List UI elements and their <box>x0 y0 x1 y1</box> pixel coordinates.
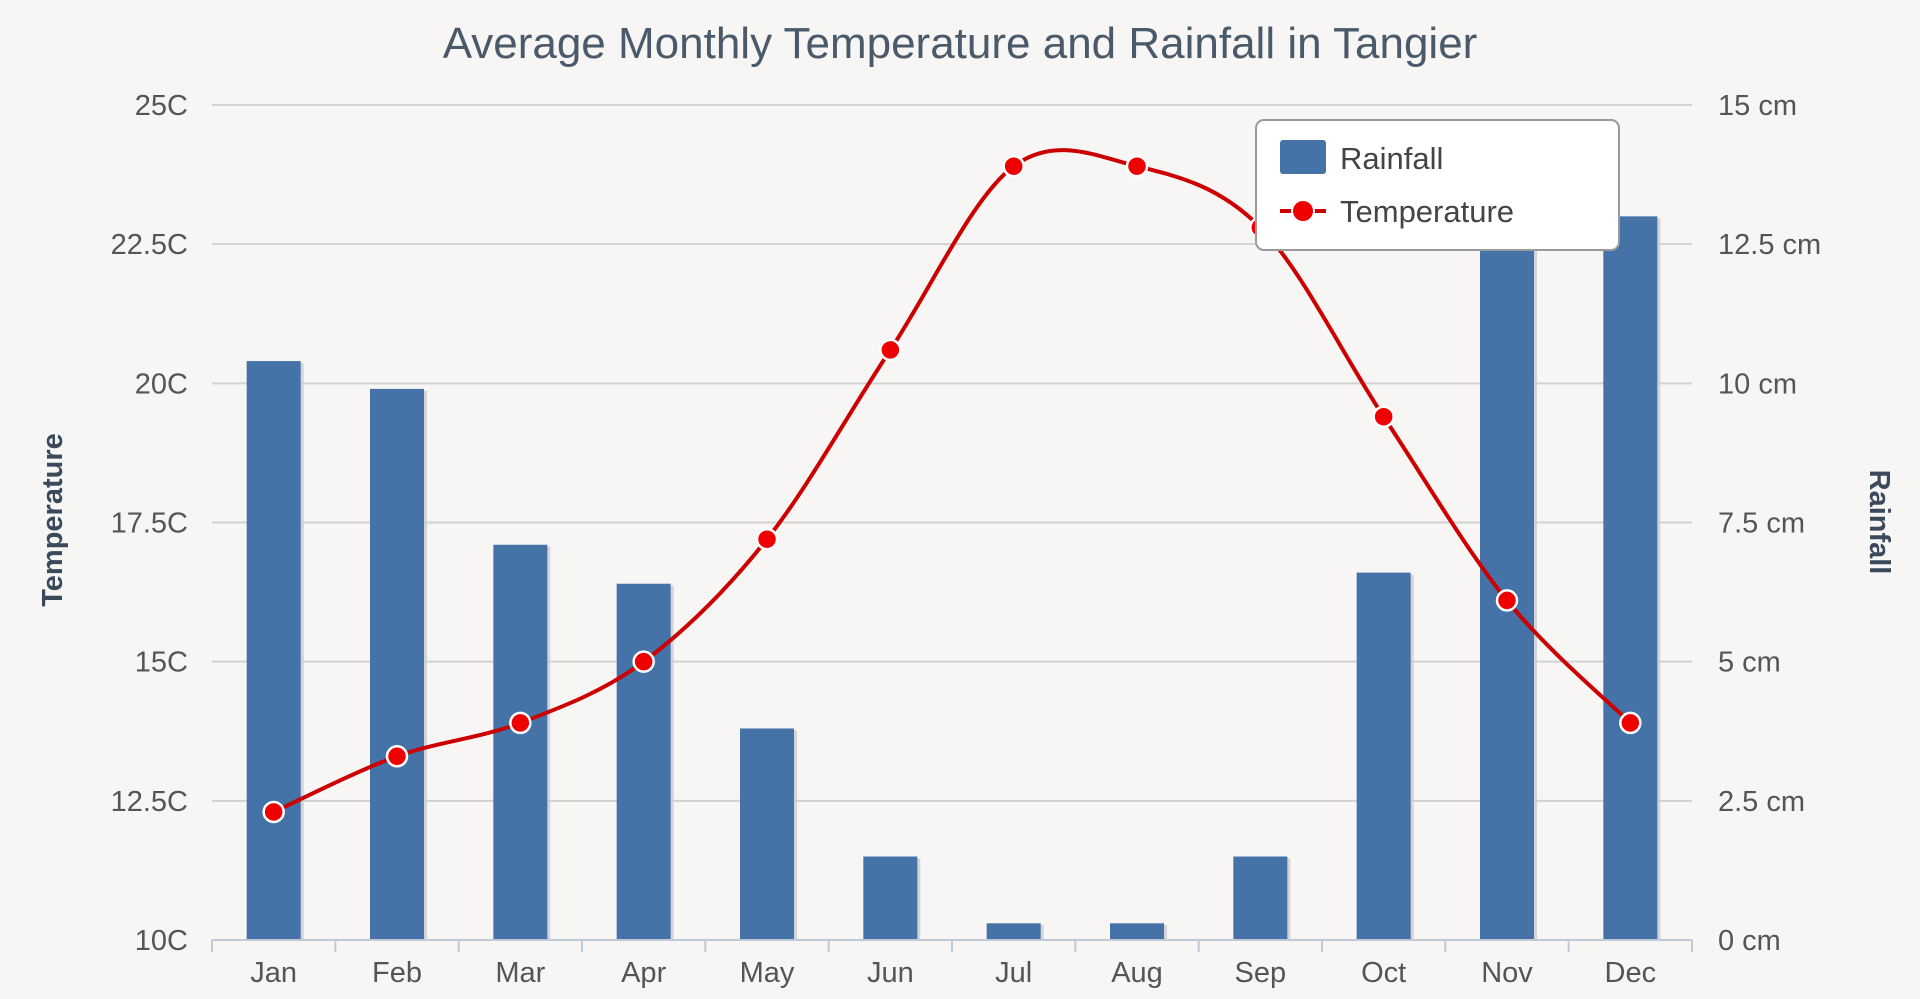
x-tick-label-dec: Dec <box>1605 957 1657 989</box>
x-tick-label-oct: Oct <box>1361 957 1406 989</box>
legend-item-temperature[interactable]: Temperature <box>1280 194 1514 229</box>
y-right-tick-label: 15 cm <box>1718 90 1797 122</box>
bar-rainfall-jul[interactable] <box>986 923 1041 940</box>
rainfall-bars[interactable] <box>246 216 1661 941</box>
bar-rainfall-dec[interactable] <box>1603 216 1658 941</box>
x-tick-label-mar: Mar <box>495 957 545 989</box>
y-left-tick-label: 22.5C <box>111 229 188 261</box>
temperature-point-jul[interactable] <box>1002 154 1025 178</box>
bar-rainfall-jun[interactable] <box>863 856 918 941</box>
bar-rainfall-nov[interactable] <box>1480 227 1534 940</box>
temperature-point-apr[interactable] <box>632 650 655 673</box>
legend-box <box>1255 119 1620 251</box>
bar-rainfall-may[interactable] <box>740 728 794 940</box>
y-right-tick-label: 12.5 cm <box>1718 229 1821 261</box>
temperature-point-nov[interactable] <box>1495 589 1519 612</box>
bar-rainfall-oct[interactable] <box>1356 572 1411 940</box>
x-tick-label-jul: Jul <box>995 957 1032 989</box>
temperature-point-aug[interactable] <box>1125 154 1149 178</box>
legend-temperature-marker <box>1291 199 1315 223</box>
chart-title: Average Monthly Temperature and Rainfall… <box>443 19 1478 68</box>
temperature-line-series[interactable] <box>262 148 1642 824</box>
bar-rainfall-mar[interactable] <box>493 544 548 940</box>
x-tick-label-feb: Feb <box>372 957 422 989</box>
y-left-tick-label: 20C <box>135 368 188 400</box>
y-right-tick-label: 10 cm <box>1718 368 1797 400</box>
legend-rainfall-swatch <box>1280 140 1326 174</box>
temperature-point-dec[interactable] <box>1619 711 1642 735</box>
x-tick-label-aug: Aug <box>1111 957 1163 989</box>
y-right-tick-label: 5 cm <box>1718 647 1781 679</box>
x-tick-label-jun: Jun <box>867 957 914 989</box>
x-tick-label-apr: Apr <box>621 957 666 989</box>
legend-rainfall-label: Rainfall <box>1340 141 1443 176</box>
y-left-tick-label: 17.5C <box>111 508 188 540</box>
legend-item-rainfall[interactable]: Rainfall <box>1280 140 1443 176</box>
x-tick-label-sep: Sep <box>1235 957 1287 989</box>
temperature-point-oct[interactable] <box>1372 405 1395 428</box>
bar-rainfall-feb[interactable] <box>370 388 424 940</box>
temperature-point-jun[interactable] <box>879 338 902 362</box>
y-right-tick-label: 7.5 cm <box>1718 508 1805 540</box>
y-axis-left-title: Temperature <box>37 433 69 607</box>
temperature-point-mar[interactable] <box>509 711 532 735</box>
bar-rainfall-sep[interactable] <box>1233 856 1288 941</box>
bar-rainfall-apr[interactable] <box>616 583 671 940</box>
y-left-tick-label: 15C <box>135 647 188 679</box>
bar-rainfall-jan[interactable] <box>246 361 301 941</box>
y-axis-right: 0 cm 2.5 cm 5 cm 7.5 cm 10 cm 12.5 cm 15 cm <box>1718 90 1821 957</box>
y-axis-left: 10C 12.5C 15C 17.5C 20C 22.5C 25C <box>111 90 188 957</box>
y-axis-right-title: Rainfall <box>1863 470 1895 575</box>
x-tick-label-nov: Nov <box>1481 957 1533 989</box>
y-right-tick-label: 0 cm <box>1718 925 1781 957</box>
y-left-tick-label: 25C <box>135 90 188 122</box>
legend-temperature-label: Temperature <box>1340 194 1514 229</box>
temperature-point-may[interactable] <box>755 527 779 551</box>
bar-rainfall-aug[interactable] <box>1110 923 1164 940</box>
y-left-tick-label: 12.5C <box>111 786 188 818</box>
temperature-point-jan[interactable] <box>262 800 285 824</box>
x-tick-label-jan: Jan <box>250 957 297 989</box>
temperature-point-feb[interactable] <box>385 745 409 768</box>
y-right-tick-label: 2.5 cm <box>1718 786 1805 818</box>
x-axis: Jan Feb Mar Apr May Jun Jul Aug Sep Oct Nov Dec <box>211 939 1693 989</box>
y-left-tick-label: 10C <box>135 925 188 957</box>
x-tick-label-may: May <box>740 957 795 989</box>
legend: Rainfall Temperature <box>1255 119 1620 251</box>
